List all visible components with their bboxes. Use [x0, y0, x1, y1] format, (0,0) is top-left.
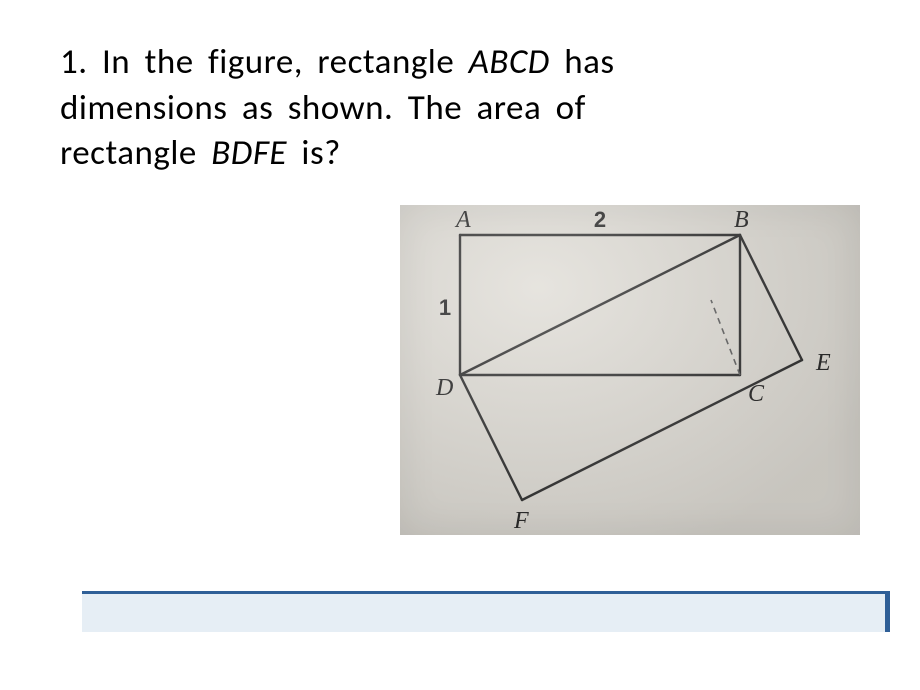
rect-bdfe: BDFE [211, 132, 287, 174]
rect-abcd: ABCD [469, 41, 550, 83]
point-label-E: E [815, 350, 831, 376]
edge-FD [460, 375, 522, 500]
edge-BE [740, 235, 802, 360]
slide: 1. In the figure, rectangle ABCD has dim… [0, 0, 920, 690]
question-suffix: is? [287, 132, 341, 174]
question-prefix: 1. In the figure, rectangle [60, 41, 469, 83]
dim-label-AB: 2 [594, 207, 606, 232]
point-label-F: F [513, 508, 529, 534]
geometry-figure: A B C D E F 2 1 [400, 205, 860, 535]
point-label-C: C [748, 381, 765, 407]
edge-BD [460, 235, 740, 375]
dim-label-AD: 1 [439, 295, 451, 320]
point-label-D: D [435, 375, 453, 401]
figure-photo-area: A B C D E F 2 1 [400, 205, 860, 535]
question-text: 1. In the figure, rectangle ABCD has dim… [60, 40, 700, 177]
footer-accent-bar [82, 591, 890, 632]
altitude-C [711, 300, 740, 375]
point-label-B: B [734, 207, 749, 233]
point-label-A: A [454, 207, 471, 233]
